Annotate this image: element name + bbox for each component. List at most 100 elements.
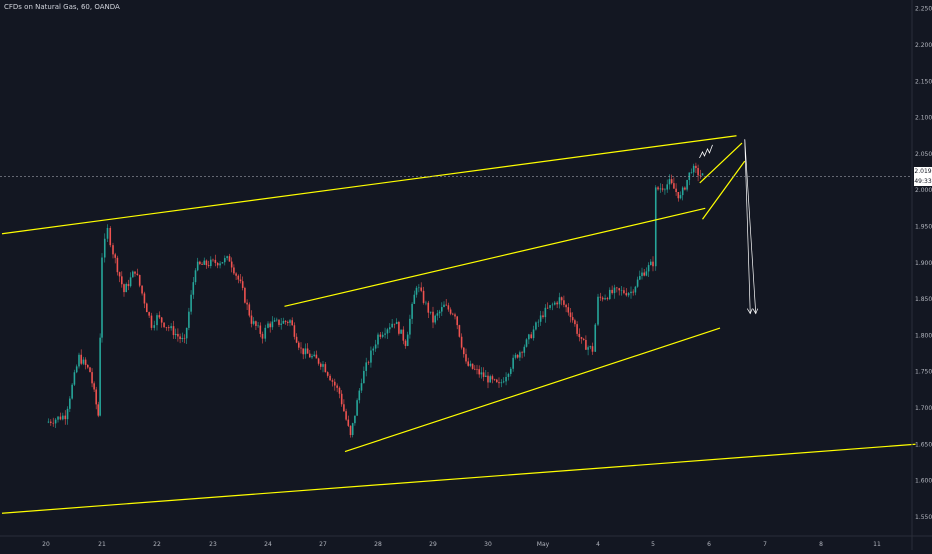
time-axis[interactable]: 20 21 22 23 24 27 28 29 30 May 4 5 6 7 8 11 [0, 535, 932, 548]
candle [489, 374, 491, 383]
candle [688, 172, 691, 186]
candle [432, 306, 434, 329]
candle-body [112, 245, 114, 255]
candle [304, 343, 307, 359]
candle [571, 312, 574, 323]
candle-body [250, 315, 253, 324]
candle [181, 332, 184, 343]
candle-body [664, 189, 666, 191]
candle [578, 328, 581, 342]
candle-body [114, 254, 116, 258]
candle-body [121, 276, 123, 285]
candle-body [578, 333, 581, 338]
candle [106, 224, 109, 242]
candle [556, 300, 558, 309]
candle [145, 302, 148, 313]
candle-body [406, 334, 409, 346]
candle-body [69, 398, 71, 409]
candle-body [465, 354, 467, 362]
candle-body [214, 259, 217, 263]
candle-body [500, 382, 503, 384]
candle-body [89, 367, 91, 373]
candle-body [230, 261, 233, 268]
candle [214, 254, 217, 267]
candle-body [551, 304, 554, 306]
candle [681, 186, 684, 201]
candle [252, 317, 255, 326]
candle [625, 288, 628, 297]
candle-body [616, 287, 618, 289]
candle [654, 185, 657, 271]
candle [315, 350, 318, 359]
candle [528, 333, 530, 345]
candle-body [454, 314, 456, 317]
current-price-badge: 2.019 [914, 167, 932, 177]
candle-body [567, 307, 570, 313]
candle [701, 173, 704, 176]
candle-body [456, 316, 458, 326]
candle-body [345, 411, 347, 420]
candle [210, 256, 212, 269]
candle-body [400, 329, 402, 334]
candle [469, 360, 472, 368]
candle [118, 271, 121, 283]
candle [535, 321, 537, 331]
candle-body [134, 271, 136, 274]
candle [608, 287, 611, 301]
candle [374, 339, 377, 352]
candle-body [287, 321, 289, 323]
candle [237, 274, 240, 284]
projection-arrow [744, 139, 751, 314]
candle [452, 312, 454, 316]
candle-body [188, 311, 190, 328]
candle-body [434, 315, 436, 323]
candle [153, 320, 156, 331]
candle-body [365, 362, 368, 371]
candle-body [463, 347, 465, 355]
candle-body [438, 311, 441, 314]
candle [50, 419, 52, 426]
candle-body [613, 287, 616, 294]
candle [326, 371, 329, 378]
candle [324, 362, 327, 373]
candle [372, 346, 375, 356]
candle-body [618, 288, 621, 291]
candle-body [679, 195, 682, 199]
candle-body [216, 262, 219, 266]
candle [216, 262, 219, 269]
candle [127, 279, 130, 291]
candle [670, 174, 673, 185]
candle-body [634, 286, 637, 293]
candle-body [363, 370, 365, 384]
candle-body [427, 302, 430, 313]
candle [379, 331, 382, 340]
candle-body [606, 298, 609, 300]
candle-body [367, 362, 370, 364]
price-tick-label: 2.150 [915, 78, 932, 85]
price-axis[interactable]: 2.250 2.200 2.150 2.100 2.050 2.000 1.950 1.900… [911, 0, 932, 550]
candle-body [623, 290, 625, 294]
candle [388, 323, 391, 333]
candle [367, 360, 370, 365]
candle-body [485, 375, 487, 377]
candle [563, 295, 565, 308]
candle [391, 318, 393, 328]
candle [57, 416, 59, 423]
candle-body [91, 372, 93, 384]
projection-arrowhead [746, 308, 753, 315]
candle [89, 366, 91, 373]
candle-body [558, 297, 561, 305]
candle [179, 333, 181, 344]
candle-body [156, 315, 158, 326]
candle-body [661, 188, 664, 190]
candle-body [507, 373, 510, 377]
candle [675, 183, 677, 196]
candle-body [295, 336, 298, 343]
candle-body [276, 319, 278, 321]
candle [75, 364, 78, 374]
candle-body [553, 302, 556, 305]
candle [636, 276, 639, 288]
candle-body [358, 390, 361, 401]
